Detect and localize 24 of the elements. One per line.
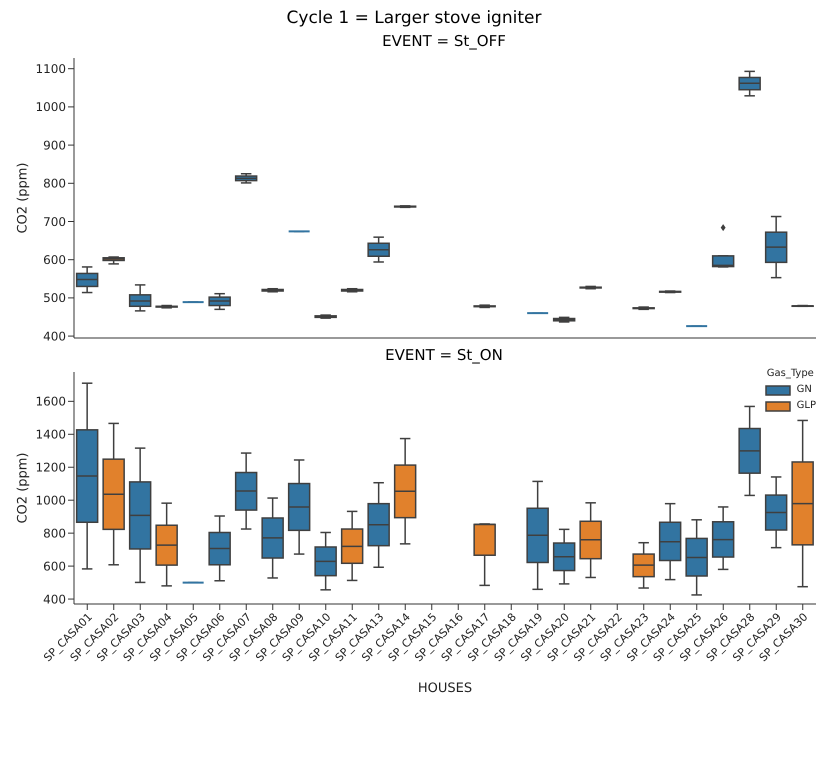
y-tick-label: 400 <box>43 592 66 606</box>
y-axis-title: CO2 (ppm) <box>16 452 31 524</box>
y-tick-label: 1000 <box>35 100 66 114</box>
y-tick-label: 400 <box>43 329 66 344</box>
x-axis-title: HOUSES <box>418 681 472 696</box>
y-tick-label: 700 <box>43 214 66 229</box>
chart-title: Cycle 1 = Larger stove igniter <box>286 8 542 30</box>
y-tick-label: 1400 <box>35 428 66 442</box>
y-tick-label: 1600 <box>35 394 66 409</box>
legend-title: Gas_Type <box>766 367 815 381</box>
y-tick-label: 800 <box>43 176 66 191</box>
y-tick-label: 500 <box>43 291 66 306</box>
y-tick-label: 800 <box>43 526 66 540</box>
legend-label: GN <box>796 383 812 397</box>
y-axis-title: CO2 (ppm) <box>16 162 31 234</box>
y-tick-label: 900 <box>43 138 66 152</box>
y-tick-label: 600 <box>43 559 66 574</box>
chart-title: EVENT = St_ON <box>384 346 504 366</box>
y-tick-label: 1200 <box>35 460 66 474</box>
legend-label: GLP <box>796 399 816 413</box>
y-tick-label: 1100 <box>35 62 66 76</box>
chart-subtitle: EVENT = St_OFF <box>381 32 507 52</box>
y-tick-label: 1000 <box>35 493 66 508</box>
y-tick-label: 600 <box>43 252 66 267</box>
